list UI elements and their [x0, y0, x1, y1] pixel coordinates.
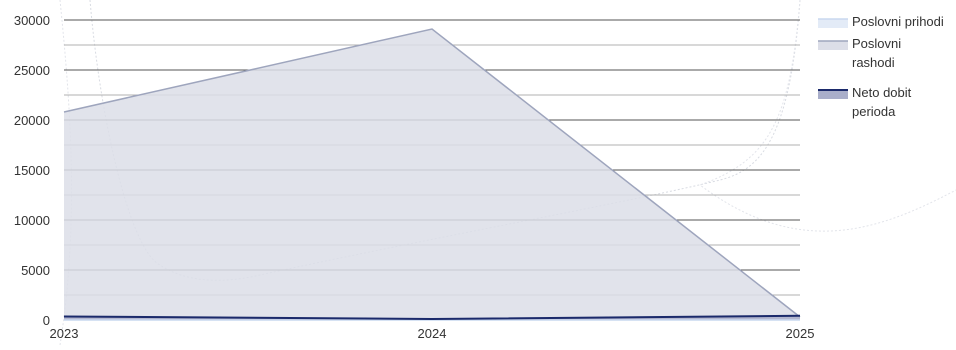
y-tick-label: 10000	[14, 213, 50, 228]
legend-label: Neto dobit perioda	[852, 85, 912, 119]
series-area-2	[64, 315, 800, 320]
series-lines	[63, 28, 801, 321]
x-axis: 2023 2024 2025	[50, 326, 815, 341]
legend: Poslovni prihodi Poslovni rashodi Neto dobi…	[818, 14, 944, 119]
y-tick-label: 5000	[21, 263, 50, 278]
y-axis: 0 5000 10000 15000 20000 25000 30000	[14, 13, 50, 328]
legend-swatch	[818, 41, 848, 50]
legend-label: Poslovni prihodi	[852, 14, 944, 29]
decor-curve	[698, 0, 956, 232]
y-tick-label: 20000	[14, 113, 50, 128]
x-tick-label: 2025	[786, 326, 815, 341]
y-tick-label: 0	[43, 313, 50, 328]
y-tick-label: 30000	[14, 13, 50, 28]
y-tick-label: 25000	[14, 63, 50, 78]
series-line-1	[63, 28, 801, 318]
series-areas	[64, 29, 800, 320]
legend-swatch	[818, 90, 848, 99]
legend-label: Poslovni rashodi	[852, 36, 901, 70]
series-area-1	[64, 29, 800, 320]
series-line-2	[63, 314, 801, 321]
y-tick-label: 15000	[14, 163, 50, 178]
legend-swatch	[818, 19, 848, 28]
x-tick-label: 2023	[50, 326, 79, 341]
x-tick-label: 2024	[418, 326, 447, 341]
